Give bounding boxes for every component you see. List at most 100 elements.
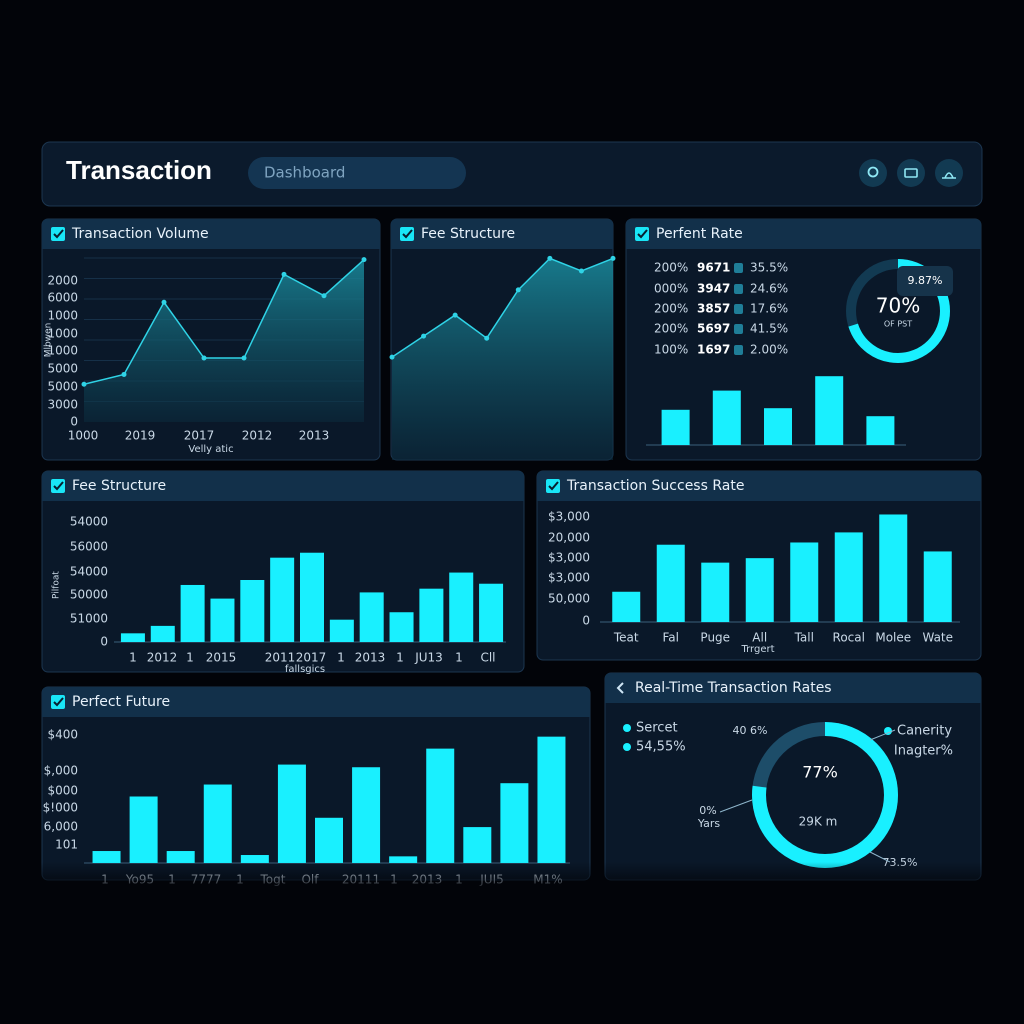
x-axis-label: All [752,631,767,645]
bar [203,784,232,863]
y-axis-label: 50,000 [548,592,590,606]
bar [240,580,265,642]
bar [315,817,343,863]
y-axis-title: Pilfoat [52,571,62,599]
panel-title: Transaction Success Rate [566,478,744,494]
bar [277,764,306,863]
bar [834,532,863,622]
data-point [281,271,287,277]
panel-header [626,219,981,249]
gauge-arc [846,259,950,363]
y-axis-label: 1000 [47,327,78,341]
table-cell: 2.00% [750,343,788,357]
badge-text: 9.87% [908,274,943,287]
data-point [578,268,584,274]
bar [426,748,455,863]
y-axis-label: 54000 [70,565,108,579]
back-icon [616,682,624,694]
x-axis-label: 2012 [147,651,178,665]
panel-title: Fee Structure [421,226,515,242]
badge [897,266,953,296]
y-axis-label: 56000 [70,540,108,554]
y-axis-label: 3000 [47,398,78,412]
table-cell: 17.6% [750,302,788,316]
y-axis-label: 1000 [47,309,78,323]
check-glyph [53,697,64,707]
y-axis-label: 1000 [47,344,78,358]
area-fill [84,259,364,422]
table-cell: 200% [654,322,688,336]
bar [449,572,474,642]
x-axis-label: Molee [875,631,911,645]
y-axis-label: 5000 [47,380,78,394]
annotation: Yars [697,817,720,830]
leader-line [719,729,896,863]
y-axis-label: 6,000 [44,820,78,834]
x-axis-label: 1 [337,651,345,665]
checkbox-icon [51,479,65,493]
y-axis-label: 0 [100,635,108,649]
bar [701,562,730,622]
y-axis-label: 6000 [47,291,78,305]
row-icon [734,345,743,355]
table-cell: 5697 [697,322,730,336]
data-point [241,355,247,361]
legend-label: Canerity [897,724,952,739]
x-axis-label: 1000 [68,429,99,443]
icon-button[interactable] [897,159,925,187]
gauge-value: 70% [876,294,920,318]
app-title: Transaction [66,155,212,185]
panel-title: Fee Structure [72,478,166,494]
bar [120,633,145,642]
bar [419,588,444,642]
panel-title: Perfect Future [72,694,170,710]
panel-title: Real-Time Transaction Rates [635,680,832,696]
data-point [321,293,327,299]
legend-label: Inagter% [894,744,953,759]
icon-glyph [904,168,918,178]
x-axis-label: Fal [663,631,680,645]
search-box[interactable] [248,157,466,189]
icon-button[interactable] [859,159,887,187]
bar [879,514,908,622]
gauge-caption: OF PST [884,320,912,329]
panel-header [537,471,981,501]
checkbox-icon [400,227,414,241]
checkbox-icon [51,227,65,241]
data-point [421,333,427,339]
x-axis-label: 1 [186,651,194,665]
check-glyph [53,481,64,491]
bar [745,558,774,622]
x-axis-label: 1 [129,651,137,665]
bar [612,591,641,622]
bar [166,851,195,863]
bar [537,736,566,863]
bar [240,855,269,863]
bar [210,598,235,642]
row-icon [734,324,743,334]
search-placeholder: Dashboard [264,164,345,182]
y-axis-label: 20,000 [548,531,590,545]
legend-dot [623,724,631,732]
annotation: 40 6% [733,724,768,737]
table-cell: 3947 [697,282,730,296]
legend-label: 54,55% [636,740,686,755]
x-axis-title: Velly atic [188,444,233,455]
table-cell: 9671 [697,261,730,275]
x-axis-label: Cll [480,651,495,665]
bar [815,376,844,445]
bar [764,408,792,445]
bar [790,542,819,622]
bar [270,557,295,642]
row-icon [734,304,743,314]
bar [479,583,504,642]
area-line [83,259,365,386]
panel-title: Transaction Volume [71,226,209,242]
x-axis-label: 2011 [265,651,296,665]
header-icons [859,159,963,187]
x-axis-label: 2017 [184,429,215,443]
table-cell: 000% [654,282,688,296]
data-point [201,355,207,361]
icon-glyph [942,172,956,179]
checkbox-icon [546,479,560,493]
